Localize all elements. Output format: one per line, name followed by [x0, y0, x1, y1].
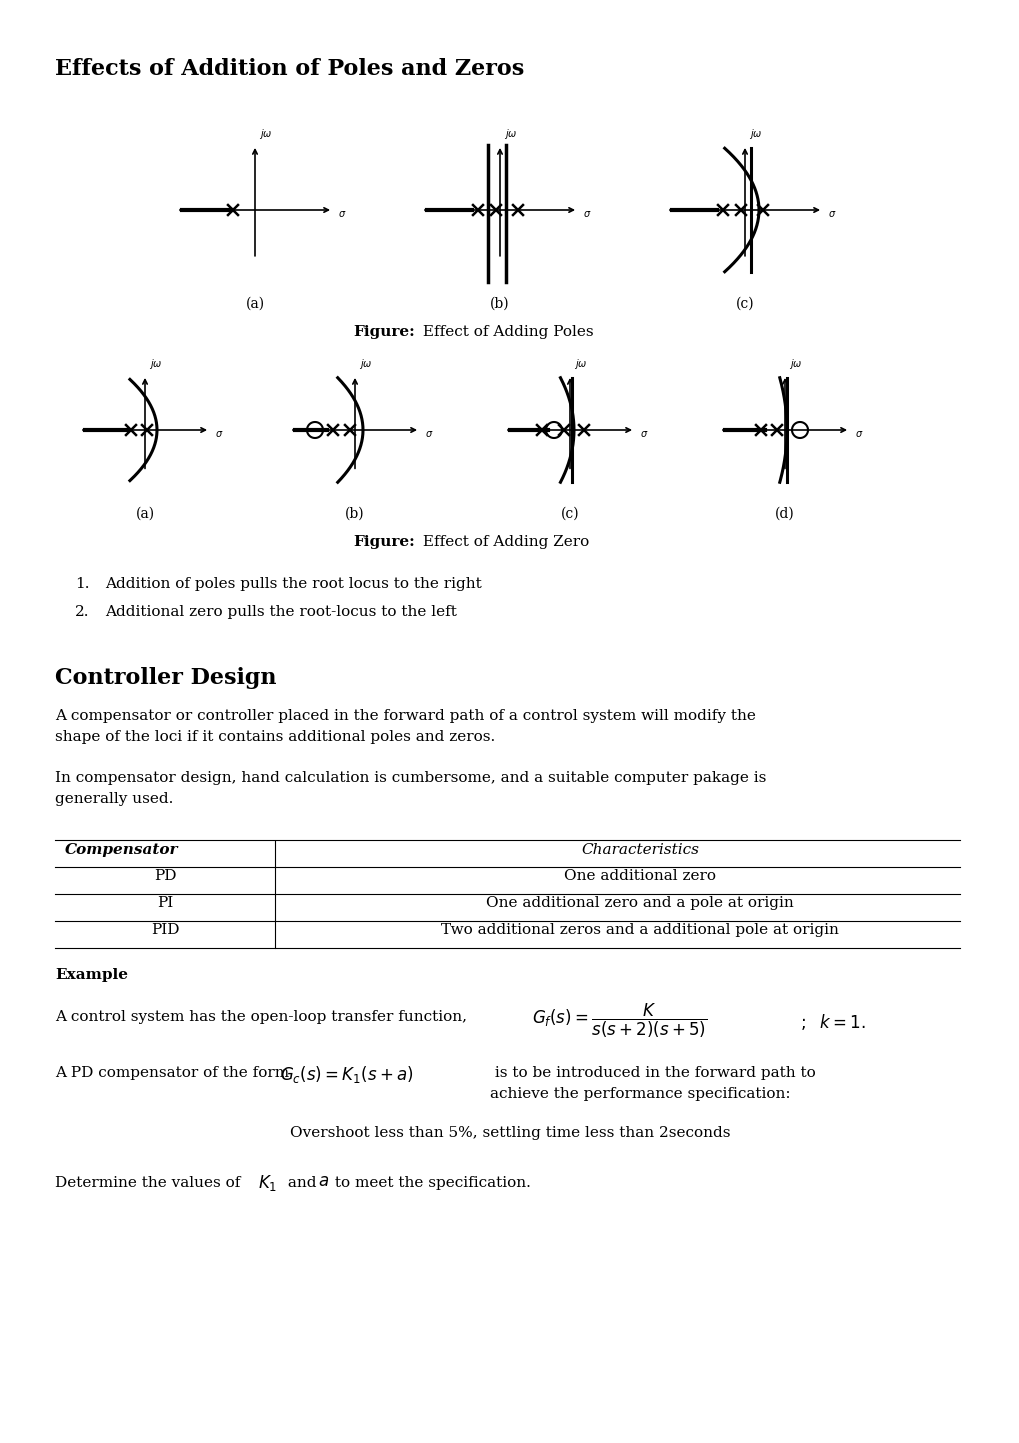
Text: $G_f(s) = \dfrac{K}{s(s+2)(s+5)}$: $G_f(s) = \dfrac{K}{s(s+2)(s+5)}$: [532, 1001, 707, 1040]
Text: to meet the specification.: to meet the specification.: [330, 1176, 530, 1190]
Text: (a): (a): [136, 506, 155, 521]
Text: Compensator: Compensator: [65, 843, 178, 857]
Text: A PD compensator of the form: A PD compensator of the form: [55, 1066, 293, 1079]
Text: $\sigma$: $\sigma$: [827, 209, 836, 219]
Text: Determine the values of: Determine the values of: [55, 1176, 245, 1190]
Text: $j\omega$: $j\omega$: [503, 127, 517, 141]
Text: (b): (b): [344, 506, 365, 521]
Text: Effects of Addition of Poles and Zeros: Effects of Addition of Poles and Zeros: [55, 58, 524, 79]
Text: Effect of Adding Poles: Effect of Adding Poles: [418, 325, 593, 339]
Text: $;\ \ k=1.$: $;\ \ k=1.$: [799, 1012, 865, 1032]
Text: A control system has the open-loop transfer function,: A control system has the open-loop trans…: [55, 1010, 467, 1025]
Text: PD: PD: [154, 869, 176, 883]
Text: and: and: [282, 1176, 321, 1190]
Text: Figure:: Figure:: [353, 535, 415, 548]
Text: $\sigma$: $\sigma$: [337, 209, 346, 219]
Text: $\sigma$: $\sigma$: [583, 209, 591, 219]
Text: One additional zero and a pole at origin: One additional zero and a pole at origin: [486, 896, 793, 911]
Text: One additional zero: One additional zero: [564, 869, 715, 883]
Text: $\sigma$: $\sigma$: [425, 429, 433, 439]
Text: Example: Example: [55, 968, 127, 983]
Text: Effect of Adding Zero: Effect of Adding Zero: [418, 535, 589, 548]
Text: $j\omega$: $j\omega$: [574, 356, 587, 371]
Text: $j\omega$: $j\omega$: [149, 356, 162, 371]
Text: (c): (c): [560, 506, 579, 521]
Text: $K_1$: $K_1$: [258, 1173, 277, 1193]
Text: Additional zero pulls the root-locus to the left: Additional zero pulls the root-locus to …: [105, 605, 457, 619]
Text: Two additional zeros and a additional pole at origin: Two additional zeros and a additional po…: [440, 924, 838, 937]
Text: PI: PI: [157, 896, 173, 911]
Text: $a$: $a$: [318, 1173, 329, 1190]
Text: Overshoot less than 5%, settling time less than 2seconds: Overshoot less than 5%, settling time le…: [289, 1126, 730, 1140]
Text: $j\omega$: $j\omega$: [748, 127, 762, 141]
Text: $G_c(s) = K_1(s+a)$: $G_c(s) = K_1(s+a)$: [280, 1063, 413, 1085]
Text: $j\omega$: $j\omega$: [359, 356, 372, 371]
Text: is to be introduced in the forward path to
achieve the performance specification: is to be introduced in the forward path …: [489, 1066, 815, 1101]
Text: Figure:: Figure:: [353, 325, 415, 339]
Text: Characteristics: Characteristics: [581, 843, 698, 857]
Text: 1.: 1.: [75, 577, 90, 592]
Text: $\sigma$: $\sigma$: [215, 429, 223, 439]
Text: (c): (c): [735, 297, 754, 312]
Text: PID: PID: [151, 924, 179, 937]
Text: (a): (a): [246, 297, 264, 312]
Text: 2.: 2.: [75, 605, 90, 619]
Text: $j\omega$: $j\omega$: [789, 356, 802, 371]
Text: In compensator design, hand calculation is cumbersome, and a suitable computer p: In compensator design, hand calculation …: [55, 771, 765, 805]
Text: (d): (d): [774, 506, 794, 521]
Text: $j\omega$: $j\omega$: [259, 127, 272, 141]
Text: Addition of poles pulls the root locus to the right: Addition of poles pulls the root locus t…: [105, 577, 481, 592]
Text: $\sigma$: $\sigma$: [854, 429, 862, 439]
Text: $\sigma$: $\sigma$: [639, 429, 648, 439]
Text: (b): (b): [490, 297, 510, 312]
Text: A compensator or controller placed in the forward path of a control system will : A compensator or controller placed in th…: [55, 709, 755, 743]
Text: Controller Design: Controller Design: [55, 667, 276, 688]
